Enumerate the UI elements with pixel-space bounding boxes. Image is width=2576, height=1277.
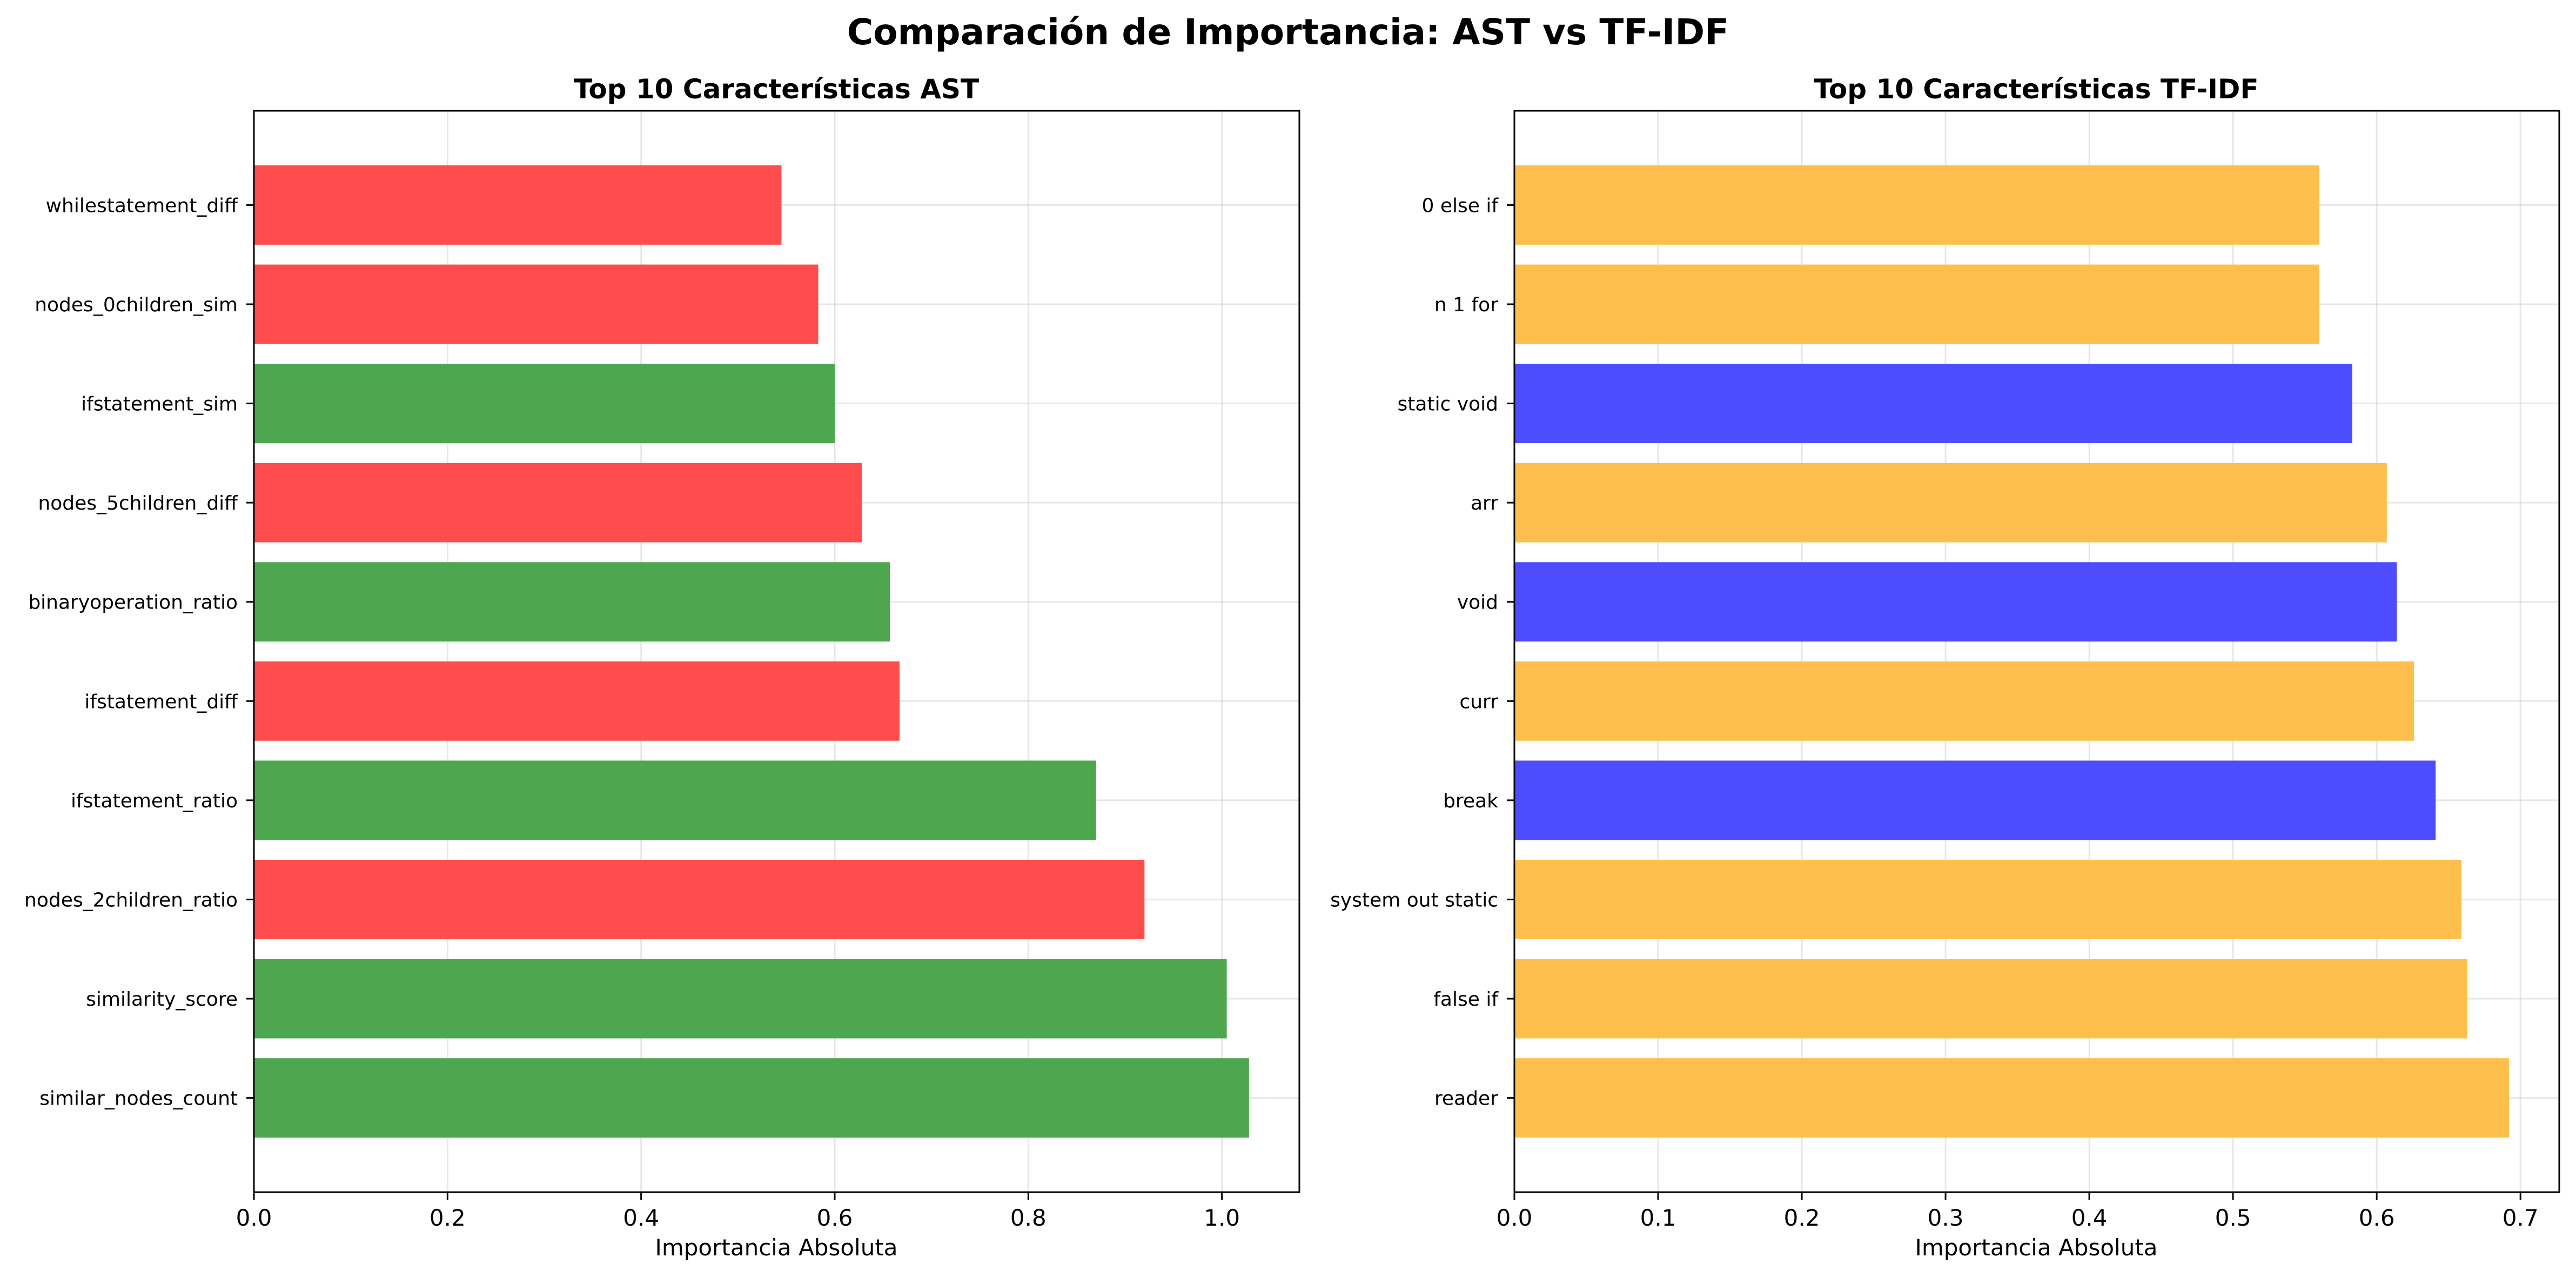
tfidf-category-label: system out static	[1330, 889, 1498, 911]
tfidf-bar	[1514, 364, 2352, 443]
tfidf-axes-frame	[1513, 110, 2560, 1193]
ast-bar	[254, 463, 862, 543]
ast-category-label: binaryoperation_ratio	[28, 592, 238, 614]
ast-x-tick-label: 1.0	[1204, 1205, 1240, 1231]
tfidf-bar	[1514, 165, 2319, 245]
tfidf-bar	[1514, 760, 2436, 840]
ast-x-tick-label: 0.4	[623, 1205, 659, 1231]
ast-chart-panel: Top 10 Características AST Importancia A…	[24, 73, 1300, 1261]
tfidf-category-label: arr	[1471, 492, 1498, 514]
tfidf-category-label: break	[1443, 790, 1498, 812]
ast-bar	[254, 562, 890, 642]
tfidf-bar	[1514, 562, 2397, 642]
tfidf-chart-panel: Top 10 Características TF-IDF Importanci…	[1330, 73, 2560, 1261]
tfidf-x-tick-label: 0.5	[2215, 1205, 2251, 1231]
ast-bar	[254, 959, 1227, 1039]
tfidf-bar	[1514, 860, 2462, 939]
ast-bar	[254, 661, 900, 741]
tfidf-category-label: n 1 for	[1434, 294, 1498, 316]
tfidf-x-tick-label: 0.6	[2359, 1205, 2395, 1231]
ast-category-label: ifstatement_diff	[84, 691, 238, 713]
tfidf-x-axis-label: Importancia Absoluta	[1915, 1234, 2157, 1261]
tfidf-x-tick-label: 0.2	[1784, 1205, 1820, 1231]
tfidf-bar	[1514, 959, 2467, 1039]
tfidf-x-tick-label: 0.0	[1497, 1205, 1533, 1231]
tfidf-bar	[1514, 463, 2387, 543]
tfidf-category-label: static void	[1398, 393, 1498, 416]
tfidf-chart-title: Top 10 Características TF-IDF	[1814, 73, 2258, 105]
tfidf-category-label: 0 else if	[1421, 195, 1499, 217]
ast-bar	[254, 760, 1096, 840]
ast-bar	[254, 860, 1145, 939]
ast-category-label: nodes_5children_diff	[38, 492, 238, 514]
ast-category-label: whilestatement_diff	[46, 195, 239, 217]
ast-bar	[254, 364, 835, 443]
ast-category-label: similar_nodes_count	[39, 1088, 238, 1110]
figure-suptitle: Comparación de Importancia: AST vs TF-ID…	[847, 11, 1729, 53]
ast-category-label: ifstatement_sim	[81, 393, 238, 416]
tfidf-bar	[1514, 661, 2414, 741]
ast-x-tick-label: 0.2	[430, 1205, 466, 1231]
ast-x-tick-label: 0.8	[1010, 1205, 1046, 1231]
tfidf-category-label: false if	[1433, 988, 1499, 1011]
tfidf-x-tick-label: 0.7	[2503, 1205, 2539, 1231]
ast-bar	[254, 1058, 1249, 1138]
ast-axes-frame	[253, 110, 1300, 1193]
ast-x-axis-label: Importancia Absoluta	[655, 1234, 897, 1261]
ast-category-label: similarity_score	[86, 988, 238, 1011]
tfidf-x-tick-label: 0.3	[1928, 1205, 1964, 1231]
ast-chart-title: Top 10 Características AST	[574, 73, 979, 105]
tfidf-bar	[1514, 1058, 2509, 1138]
tfidf-bar	[1514, 264, 2319, 344]
ast-x-tick-label: 0.6	[817, 1205, 853, 1231]
tfidf-category-label: reader	[1434, 1088, 1498, 1110]
ast-category-label: ifstatement_ratio	[71, 790, 238, 812]
tfidf-category-label: curr	[1459, 691, 1498, 713]
ast-category-label: nodes_0children_sim	[35, 294, 238, 316]
ast-bar	[254, 165, 782, 245]
tfidf-x-tick-label: 0.4	[2071, 1205, 2108, 1231]
ast-category-label: nodes_2children_ratio	[24, 889, 238, 911]
ast-x-tick-label: 0.0	[236, 1205, 272, 1231]
tfidf-category-label: void	[1457, 592, 1498, 614]
tfidf-x-tick-label: 0.1	[1640, 1205, 1676, 1231]
ast-bar	[254, 264, 819, 344]
